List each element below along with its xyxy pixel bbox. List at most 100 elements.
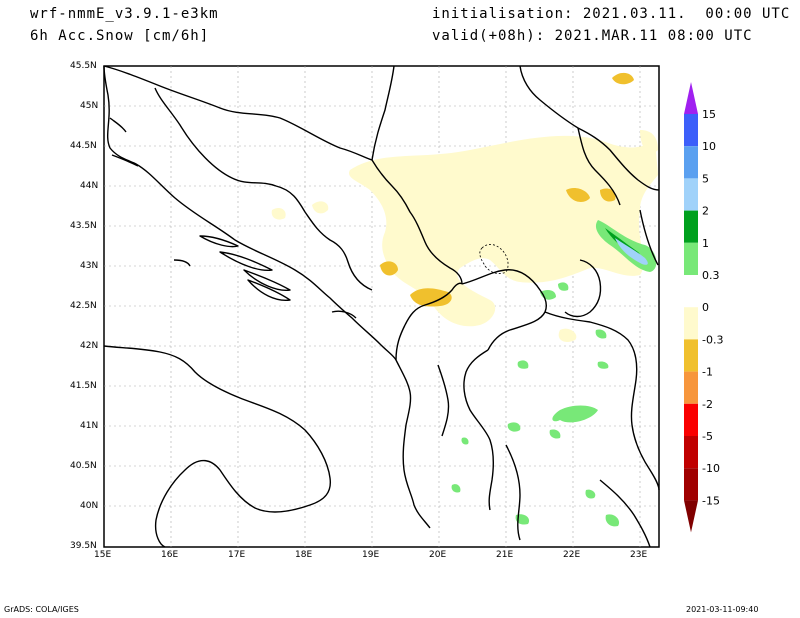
border-7 bbox=[544, 311, 660, 491]
lat-label: 45N bbox=[80, 101, 99, 111]
colorbar-box bbox=[684, 371, 698, 404]
border-16 bbox=[599, 479, 651, 548]
lat-label: 40.5N bbox=[70, 461, 97, 471]
colorbar-arrow-bottom bbox=[684, 500, 698, 533]
rain-area-13 bbox=[585, 489, 596, 499]
lon-label: 21E bbox=[496, 550, 514, 560]
lat-label: 41.5N bbox=[70, 381, 97, 391]
footer-timestamp: 2021-03-11-09:40 bbox=[686, 605, 759, 614]
border-5 bbox=[519, 65, 660, 191]
colorbar-box bbox=[684, 307, 698, 340]
snow-area-mid-4 bbox=[612, 72, 634, 85]
rain-area-3 bbox=[615, 238, 648, 265]
border-6 bbox=[461, 269, 548, 351]
snow-field bbox=[271, 72, 658, 527]
colorbar-box bbox=[684, 275, 698, 308]
lon-label: 18E bbox=[295, 550, 313, 560]
snow-area-light-2 bbox=[408, 156, 443, 185]
lat-label: 39.5N bbox=[70, 541, 97, 551]
italy-east-coast bbox=[103, 345, 332, 548]
lon-label: 15E bbox=[94, 550, 112, 560]
lat-label: 40N bbox=[80, 501, 99, 511]
island-1 bbox=[111, 154, 139, 167]
island-8 bbox=[109, 117, 127, 133]
lon-label: 17E bbox=[228, 550, 246, 560]
colorbar: 15 10 5 2 1 0.3 0 -0.3 -1 -2 -5 -10 -15 bbox=[684, 82, 723, 533]
colorbar-box bbox=[684, 242, 698, 275]
lon-label: 20E bbox=[429, 550, 447, 560]
colorbar-box bbox=[684, 178, 698, 211]
snow-area-mid-5 bbox=[600, 188, 616, 202]
island-5 bbox=[247, 279, 291, 301]
colorbar-label: -5 bbox=[702, 430, 713, 443]
lon-label: 19E bbox=[362, 550, 380, 560]
colorbar-label: -0.3 bbox=[702, 333, 723, 346]
rain-area-9 bbox=[605, 514, 620, 527]
lat-label: 43.5N bbox=[70, 221, 97, 231]
footer-credit: GrADS: COLA/IGES bbox=[4, 605, 79, 614]
lon-label: 16E bbox=[161, 550, 179, 560]
field-title: 6h Acc.Snow [cm/6h] bbox=[30, 28, 210, 44]
border-8 bbox=[463, 349, 495, 511]
colorbar-label: 5 bbox=[702, 172, 709, 185]
colorbar-label: -1 bbox=[702, 366, 713, 379]
border-15 bbox=[505, 444, 521, 541]
island-3 bbox=[219, 251, 273, 272]
snow-area-mid-3 bbox=[566, 187, 590, 202]
colorbar-box bbox=[684, 468, 698, 501]
colorbar-box bbox=[684, 210, 698, 243]
colorbar-label: -2 bbox=[702, 398, 713, 411]
colorbar-label: 15 bbox=[702, 108, 716, 121]
border-12 bbox=[437, 364, 450, 437]
valid-time: valid(+08h): 2021.MAR.11 08:00 UTC bbox=[432, 28, 753, 44]
border-4 bbox=[371, 65, 395, 161]
lat-label: 42N bbox=[80, 341, 99, 351]
colorbar-label: 0 bbox=[702, 301, 709, 314]
colorbar-label: 10 bbox=[702, 140, 716, 153]
colorbar-label: -10 bbox=[702, 462, 720, 475]
colorbar-label: 0.3 bbox=[702, 269, 720, 282]
colorbar-arrow-top bbox=[684, 82, 698, 114]
lat-label: 44N bbox=[80, 181, 99, 191]
border-10 bbox=[395, 324, 406, 361]
rain-area-10 bbox=[517, 360, 529, 369]
colorbar-label: -15 bbox=[702, 494, 720, 507]
lat-label: 44.5N bbox=[70, 141, 97, 151]
lon-label: 23E bbox=[630, 550, 648, 560]
colorbar-box bbox=[684, 403, 698, 436]
coastlines-borders bbox=[103, 65, 660, 548]
rain-area-14 bbox=[549, 429, 561, 439]
colorbar-box bbox=[684, 114, 698, 147]
border-3 bbox=[154, 87, 373, 291]
rain-area-7 bbox=[507, 422, 521, 432]
init-time: initialisation: 2021.03.11. 00:00 UTC bbox=[432, 6, 791, 22]
lat-label: 43N bbox=[80, 261, 99, 271]
border-13 bbox=[577, 127, 621, 206]
adriatic-east-coast bbox=[103, 65, 431, 529]
island-4 bbox=[243, 269, 291, 291]
model-title: wrf-nmmE_v3.9.1-e3km bbox=[30, 6, 219, 22]
rain-area-16 bbox=[451, 484, 461, 493]
border-9 bbox=[404, 282, 463, 326]
snow-area-mid-1 bbox=[410, 288, 452, 307]
snow-area-light-5 bbox=[640, 130, 658, 154]
island-7 bbox=[331, 310, 357, 319]
rain-area-15 bbox=[461, 437, 469, 445]
lat-label: 42.5N bbox=[70, 301, 97, 311]
border-11 bbox=[564, 259, 602, 318]
lat-label: 41N bbox=[80, 421, 99, 431]
island-6 bbox=[173, 259, 191, 267]
colorbar-label: 2 bbox=[702, 205, 709, 218]
snow-area-light-6 bbox=[558, 328, 577, 342]
rain-area-11 bbox=[595, 329, 607, 339]
rain-area-8 bbox=[515, 514, 530, 525]
border-2 bbox=[371, 159, 463, 285]
colorbar-box bbox=[684, 339, 698, 372]
border-14 bbox=[639, 209, 659, 266]
rain-area-5 bbox=[558, 282, 569, 291]
colorbar-box bbox=[684, 146, 698, 179]
lat-label: 45.5N bbox=[70, 61, 97, 71]
rain-area-12 bbox=[597, 361, 609, 369]
colorbar-label: 1 bbox=[702, 237, 709, 250]
